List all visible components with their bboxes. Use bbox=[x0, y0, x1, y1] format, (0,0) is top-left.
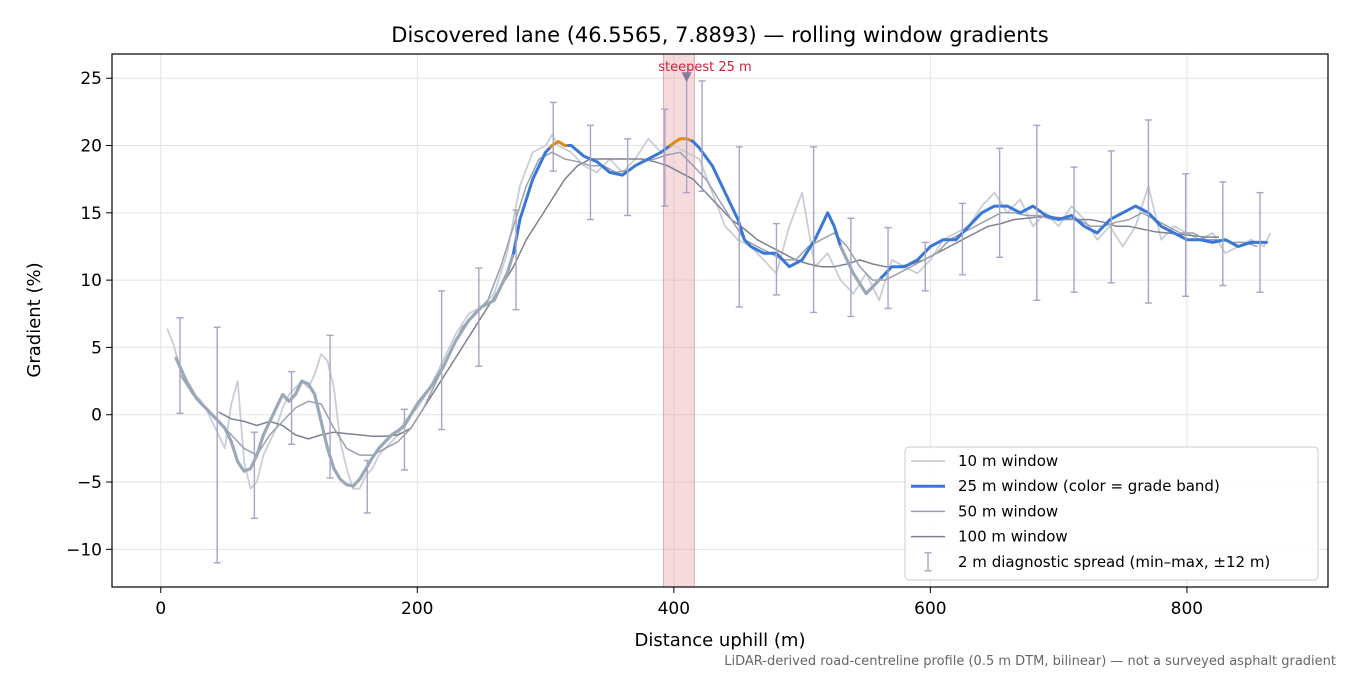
y-tick-label: 15 bbox=[80, 204, 102, 224]
errorbar bbox=[996, 147, 1004, 258]
legend-label: 25 m window (color = grade band) bbox=[958, 477, 1220, 495]
line-25m-gray bbox=[838, 244, 884, 296]
x-tick-label: 200 bbox=[401, 599, 433, 619]
errorbar bbox=[624, 138, 632, 217]
line-25m-gray bbox=[174, 251, 516, 488]
errorbar bbox=[698, 80, 706, 192]
legend-item: 25 m window (color = grade band) bbox=[911, 477, 1220, 495]
errorbar bbox=[363, 459, 371, 514]
legend-label: 10 m window bbox=[958, 452, 1058, 470]
legend-label: 50 m window bbox=[958, 502, 1058, 520]
line-25m-blue bbox=[690, 139, 843, 269]
x-tick-label: 600 bbox=[914, 599, 946, 619]
legend-box bbox=[904, 446, 1319, 581]
series-10m-window bbox=[166, 133, 1272, 490]
errorbar bbox=[921, 241, 929, 292]
errorbar bbox=[400, 408, 408, 471]
errorbar bbox=[475, 267, 483, 367]
line-25m-blue bbox=[567, 144, 672, 177]
errorbar bbox=[661, 108, 669, 207]
steepest-marker bbox=[681, 72, 692, 83]
line-10m bbox=[166, 133, 1272, 490]
line-25m-blue bbox=[512, 145, 553, 255]
chart-title: Discovered lane (46.5565, 7.8893) — roll… bbox=[391, 23, 1048, 47]
y-tick-label: −5 bbox=[77, 473, 102, 493]
legend-item: 50 m window bbox=[911, 502, 1058, 520]
legend-label: 2 m diagnostic spread (min–max, ±12 m) bbox=[958, 553, 1270, 571]
errorbar bbox=[438, 290, 446, 431]
y-tick-label: −10 bbox=[66, 540, 102, 560]
legend-item: 10 m window bbox=[911, 452, 1058, 470]
plot-frame bbox=[111, 53, 1329, 588]
errorbar bbox=[1033, 124, 1041, 302]
errorbar bbox=[884, 226, 892, 310]
errorbar bbox=[288, 370, 296, 446]
errorbar bbox=[1182, 173, 1190, 297]
line-25m-orange bbox=[668, 137, 694, 148]
legend-label: 100 m window bbox=[958, 528, 1068, 546]
x-tick-label: 0 bbox=[155, 599, 166, 619]
steepest-annotation: steepest 25 m bbox=[658, 60, 752, 83]
y-tick-label: 20 bbox=[80, 137, 102, 157]
y-tick-label: 5 bbox=[91, 338, 102, 358]
x-axis-label: Distance uphill (m) bbox=[635, 630, 806, 651]
legend: 10 m window 25 m window (color = grade ba… bbox=[904, 446, 1319, 581]
y-axis-ticks: −10 −5 0 5 10 15 20 25 bbox=[66, 69, 112, 560]
y-tick-label: 25 bbox=[80, 69, 102, 89]
legend-item: 100 m window bbox=[911, 528, 1068, 546]
errorbar bbox=[847, 217, 855, 318]
line-25m-blue bbox=[880, 204, 1268, 279]
line-25m-orange bbox=[549, 140, 571, 149]
errorbar bbox=[326, 334, 334, 479]
errorbar bbox=[735, 146, 743, 308]
errorbar bbox=[213, 326, 221, 564]
errorbar bbox=[586, 124, 594, 221]
x-tick-label: 400 bbox=[658, 599, 690, 619]
errorbar bbox=[772, 222, 780, 296]
diagnostic-spread-errorbars bbox=[176, 74, 1264, 564]
errorbar bbox=[1144, 119, 1152, 304]
errorbar bbox=[250, 431, 258, 520]
errorbar bbox=[1256, 191, 1264, 293]
series-25m-window bbox=[174, 137, 1268, 488]
steepest-label: steepest 25 m bbox=[658, 60, 751, 75]
errorbar bbox=[176, 317, 184, 415]
errorbar bbox=[810, 146, 818, 314]
highlight-band bbox=[663, 53, 695, 588]
y-tick-label: 0 bbox=[91, 406, 102, 426]
errorbar bbox=[1070, 166, 1078, 293]
x-axis-ticks: 0 200 400 600 800 bbox=[155, 587, 1203, 619]
steepest-highlight-band bbox=[663, 53, 695, 588]
errorbar bbox=[549, 101, 557, 172]
y-axis-label: Gradient (%) bbox=[24, 262, 45, 377]
footnote: LiDAR-derived road-centreline profile (0… bbox=[724, 654, 1336, 669]
errorbar bbox=[958, 202, 966, 276]
legend-item: 2 m diagnostic spread (min–max, ±12 m) bbox=[924, 552, 1270, 572]
errorbar bbox=[1107, 150, 1115, 284]
y-tick-label: 10 bbox=[80, 271, 102, 291]
errorbar bbox=[1219, 181, 1227, 287]
x-tick-label: 800 bbox=[1171, 599, 1203, 619]
errorbar bbox=[512, 209, 520, 311]
